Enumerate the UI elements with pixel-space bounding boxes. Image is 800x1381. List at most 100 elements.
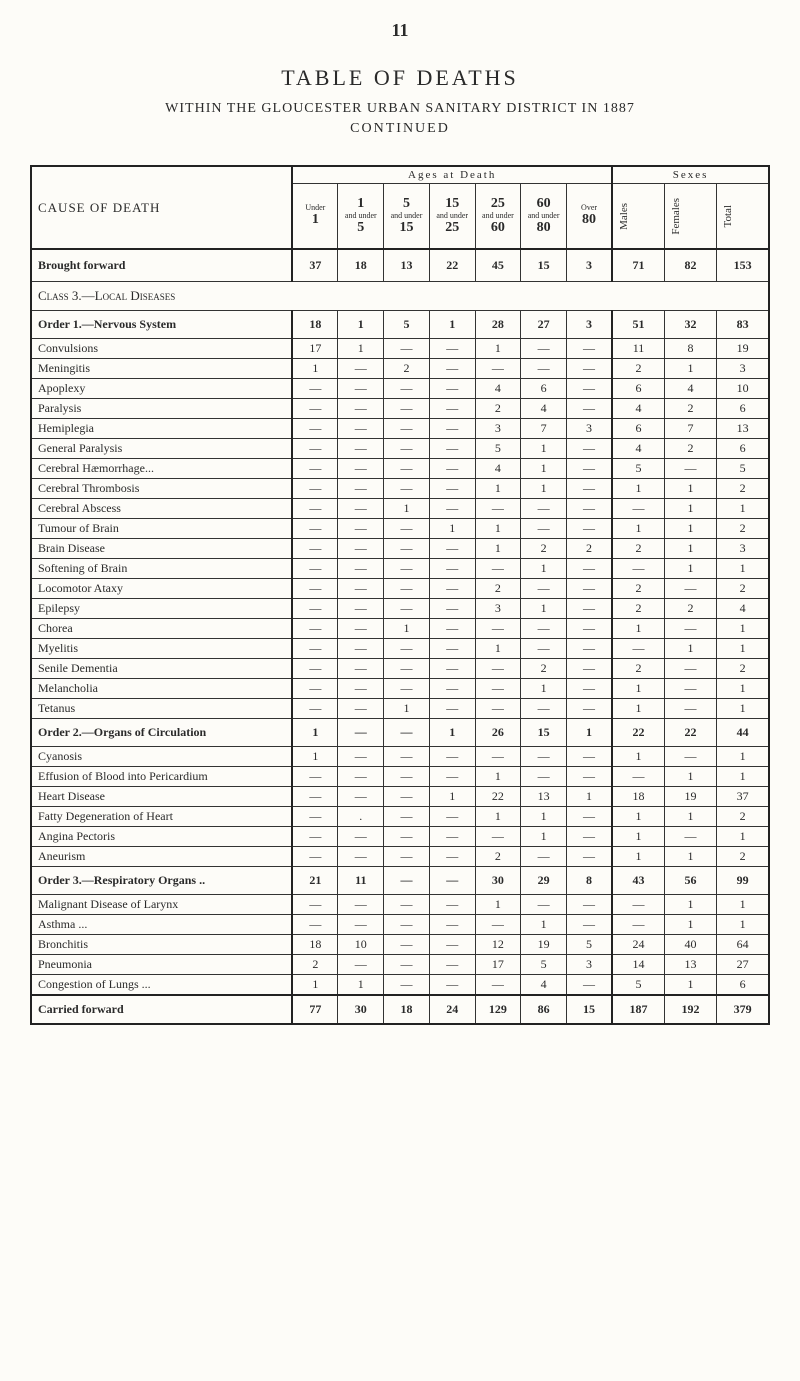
data-row: Cerebral Abscess——1—————11 [31, 499, 769, 519]
value-cell: 3 [717, 359, 769, 379]
data-row: Fatty Degeneration of Heart—.——11—112 [31, 807, 769, 827]
value-cell: — [566, 639, 612, 659]
value-cell: — [664, 659, 716, 679]
cause-label: Softening of Brain [31, 559, 292, 579]
value-cell: — [664, 459, 716, 479]
header-cause: CAUSE OF DEATH [31, 166, 292, 249]
value-cell: — [566, 499, 612, 519]
value-cell: 32 [664, 311, 716, 339]
cause-label: Order 3.—Respiratory Organs .. [31, 867, 292, 895]
value-cell: 3 [475, 599, 521, 619]
header-ages-group: Ages at Death [292, 166, 612, 184]
value-cell: 4 [664, 379, 716, 399]
value-cell: — [338, 499, 384, 519]
value-cell: 8 [664, 339, 716, 359]
value-cell: — [338, 619, 384, 639]
value-cell: 1 [475, 539, 521, 559]
cause-label: Heart Disease [31, 787, 292, 807]
value-cell: 153 [717, 249, 769, 282]
value-cell: — [429, 847, 475, 867]
continued-label: CONTINUED [30, 121, 770, 137]
value-cell: — [429, 499, 475, 519]
value-cell: — [475, 975, 521, 996]
data-row: Chorea——1————1—1 [31, 619, 769, 639]
value-cell: 1 [612, 747, 664, 767]
value-cell: 4 [612, 439, 664, 459]
value-cell: — [384, 679, 430, 699]
value-cell: 1 [717, 699, 769, 719]
value-cell: 2 [717, 479, 769, 499]
value-cell: — [292, 499, 338, 519]
data-row: Softening of Brain—————1——11 [31, 559, 769, 579]
value-cell: 1 [664, 975, 716, 996]
cause-label: Convulsions [31, 339, 292, 359]
cause-label: Cyanosis [31, 747, 292, 767]
value-cell: — [475, 619, 521, 639]
value-cell: — [429, 479, 475, 499]
data-row: Paralysis————24—426 [31, 399, 769, 419]
data-row: Melancholia—————1—1—1 [31, 679, 769, 699]
value-cell: — [429, 827, 475, 847]
value-cell: 82 [664, 249, 716, 282]
value-cell: — [429, 679, 475, 699]
value-cell: 1 [664, 519, 716, 539]
value-cell: 18 [338, 249, 384, 282]
value-cell: — [292, 519, 338, 539]
value-cell: — [292, 399, 338, 419]
value-cell: 1 [664, 559, 716, 579]
value-cell: 1 [664, 639, 716, 659]
value-cell: — [384, 559, 430, 579]
value-cell: 1 [717, 559, 769, 579]
value-cell: — [292, 659, 338, 679]
value-cell: — [338, 559, 384, 579]
value-cell: — [384, 599, 430, 619]
value-cell: — [566, 359, 612, 379]
value-cell: 1 [612, 699, 664, 719]
section-label: Class 3.—Local Diseases [31, 282, 769, 311]
value-cell: — [292, 539, 338, 559]
value-cell: 2 [612, 579, 664, 599]
value-cell: 51 [612, 311, 664, 339]
value-cell: — [566, 747, 612, 767]
value-cell: — [338, 767, 384, 787]
value-cell: 4 [612, 399, 664, 419]
cause-label: Melancholia [31, 679, 292, 699]
page-number: 11 [30, 20, 770, 41]
header-25-60: 25 and under 60 [475, 184, 521, 250]
value-cell: 99 [717, 867, 769, 895]
value-cell: 2 [521, 659, 567, 679]
value-cell: 3 [566, 311, 612, 339]
value-cell: — [429, 339, 475, 359]
value-cell: 1 [429, 519, 475, 539]
value-cell: 26 [475, 719, 521, 747]
value-cell: 1 [384, 699, 430, 719]
data-row: Malignant Disease of Larynx————1———11 [31, 895, 769, 915]
header-under1: Under 1 [292, 184, 338, 250]
value-cell: 2 [566, 539, 612, 559]
value-cell: — [566, 339, 612, 359]
value-cell: — [612, 639, 664, 659]
value-cell: . [338, 807, 384, 827]
value-cell: 11 [612, 339, 664, 359]
value-cell: — [612, 767, 664, 787]
value-cell: — [566, 659, 612, 679]
value-cell: 1 [566, 719, 612, 747]
value-cell: 1 [612, 619, 664, 639]
value-cell: 18 [292, 311, 338, 339]
value-cell: — [338, 479, 384, 499]
value-cell: 22 [612, 719, 664, 747]
table-title: TABLE OF DEATHS [30, 65, 770, 91]
value-cell: — [566, 895, 612, 915]
value-cell: — [338, 419, 384, 439]
value-cell: 1 [475, 895, 521, 915]
value-cell: 4 [475, 379, 521, 399]
value-cell: 71 [612, 249, 664, 282]
value-cell: 44 [717, 719, 769, 747]
value-cell: 12 [475, 935, 521, 955]
value-cell: — [521, 699, 567, 719]
value-cell: — [664, 827, 716, 847]
value-cell: — [338, 399, 384, 419]
value-cell: 1 [338, 975, 384, 996]
value-cell: 10 [338, 935, 384, 955]
value-cell: — [429, 359, 475, 379]
